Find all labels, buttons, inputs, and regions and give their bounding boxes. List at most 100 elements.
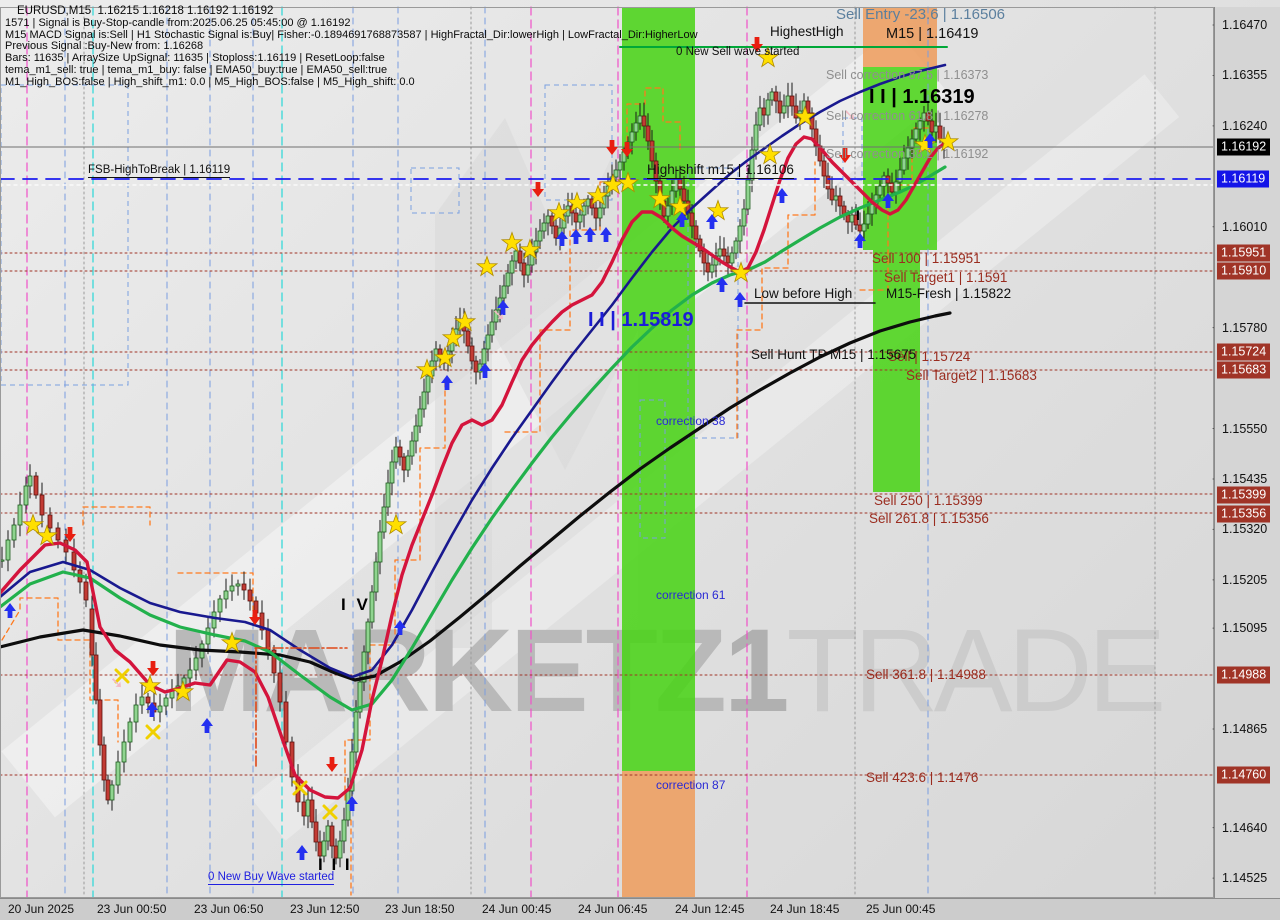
candle-body: [577, 214, 583, 223]
price-axis[interactable]: 1.16470 1.16355 1.16240 1.16010 1.15780 1.155…: [1214, 7, 1280, 898]
star-signal-icon: [518, 238, 542, 260]
chart-label: Sell Target2 | 1.15683: [906, 368, 1037, 383]
candle-body: [805, 100, 811, 114]
chart-label: correction 38: [656, 414, 726, 428]
highlight-band: [622, 771, 695, 897]
info-line: EURUSD,M15 1.16215 1.16218 1.16192 1.161…: [17, 5, 274, 17]
star-signal-icon: [220, 631, 244, 653]
candle-body: [373, 561, 379, 593]
candle-body: [217, 598, 223, 613]
chart-label: Sell 250 | 1.15399: [874, 493, 983, 508]
chart-label: I V: [341, 595, 371, 614]
buy-arrow-icon: [441, 375, 453, 390]
candle-body: [405, 455, 411, 471]
candle-body: [313, 821, 319, 843]
chart-label: Sell 100 | 1.15951: [872, 251, 981, 266]
pale-arrow-icon: ➘: [843, 107, 856, 124]
star-signal-icon: [433, 346, 457, 368]
info-line: Previous Signal :Buy-New from: 1.16268: [5, 40, 204, 53]
ma-fast-red: [0, 135, 948, 800]
candle-body: [741, 208, 747, 227]
info-line: M1_High_BOS:false | High_shift_m1: 0.0 |…: [5, 75, 415, 88]
candle-body: [641, 115, 647, 127]
star-signal-icon: [138, 674, 162, 696]
candle-body: [357, 681, 363, 713]
price-badge: 1.16192: [1217, 138, 1271, 156]
star-signal-icon: [475, 255, 499, 277]
x-mark-icon: [114, 668, 130, 684]
candle-body: [669, 190, 675, 207]
fractal-box: [544, 84, 613, 201]
candle-body: [39, 494, 45, 516]
candle-body: [127, 721, 133, 743]
candle-body: [689, 212, 695, 227]
buy-arrow-icon: [776, 188, 788, 203]
x-mark-icon: [292, 780, 308, 796]
sell-arrow-icon: [621, 142, 633, 157]
highlight-band: [863, 7, 937, 67]
candle-body: [97, 699, 103, 746]
chart-label: I I | 1.16319: [869, 86, 975, 108]
chart-label: correction 61: [656, 588, 726, 602]
candle-body: [211, 611, 217, 629]
candle-body: [917, 120, 923, 130]
candle-body: [653, 160, 659, 182]
candle-body: [277, 672, 283, 703]
buy-arrow-icon: [706, 214, 718, 229]
price-badge: 1.15399: [1217, 486, 1271, 504]
candle-body: [825, 175, 831, 190]
candle-body: [283, 701, 289, 743]
candle-body: [133, 704, 139, 723]
chart-label: Sell 423.6 | 1.1476: [866, 770, 979, 785]
time-tick-label: 23 Jun 18:50: [385, 902, 455, 916]
candle-body: [753, 124, 759, 151]
candle-body: [157, 705, 163, 713]
candle-body: [721, 248, 727, 257]
x-mark-icon: [322, 804, 338, 820]
candle-body: [235, 583, 241, 587]
candle-body: [247, 589, 253, 602]
time-tick-label: 25 Jun 00:45: [866, 902, 936, 916]
candle-body: [145, 696, 151, 704]
price-tick-label: 1.15205: [1222, 572, 1268, 587]
pale-arrow-icon: ➘: [492, 307, 505, 324]
candle-body: [11, 524, 17, 541]
price-badge: 1.16119: [1217, 170, 1270, 188]
candle-body: [733, 240, 739, 254]
buy-arrow-icon: [734, 292, 746, 307]
candle-body: [905, 147, 911, 159]
time-axis[interactable]: 20 Jun 2025 23 Jun 00:50 23 Jun 06:50 23 Ju…: [0, 898, 1280, 920]
candle-body: [773, 91, 779, 102]
candle-body: [369, 591, 375, 623]
candle-body: [909, 138, 915, 149]
chart-label: Sell Entry -23.6 | 1.16506: [836, 6, 1005, 23]
info-line: Bars: 11635 | ArraySize UpSignal: 11635 …: [5, 52, 385, 65]
chart-label: 0 New Buy Wave started: [208, 871, 335, 886]
chart-label: M15 | 1.16419: [886, 26, 979, 42]
candle-body: [897, 169, 903, 183]
buy-arrow-icon: [854, 233, 866, 248]
price-badge: 1.15683: [1217, 361, 1271, 379]
chart-plot-area[interactable]: [0, 7, 1213, 897]
candle-body: [681, 188, 687, 202]
fractal-channel: [736, 161, 816, 439]
chart-label: Sell correction 87.5 | 1.16373: [826, 68, 989, 82]
price-badge: 1.15910: [1217, 262, 1271, 280]
star-signal-icon: [756, 46, 780, 68]
price-tick-label: 1.15550: [1222, 421, 1268, 436]
fractal-channel: [1, 597, 119, 743]
candle-body: [613, 169, 619, 178]
sell-arrow-icon: [147, 661, 160, 676]
ma-tema-green: [0, 165, 947, 712]
candle-body: [757, 107, 763, 126]
star-signal-icon: [441, 326, 465, 348]
candle-body: [489, 321, 495, 336]
buy-arrow-icon: [570, 229, 582, 244]
buy-arrow-icon: [556, 231, 568, 246]
candle-body: [33, 475, 39, 496]
price-tick-label: 1.16240: [1222, 118, 1268, 133]
info-line: 1571 | Signal is Buy-Stop-candle from:20…: [5, 16, 351, 29]
chart-label: Sell 261.8 | 1.15356: [869, 511, 989, 526]
buy-arrow-icon: [394, 620, 406, 635]
